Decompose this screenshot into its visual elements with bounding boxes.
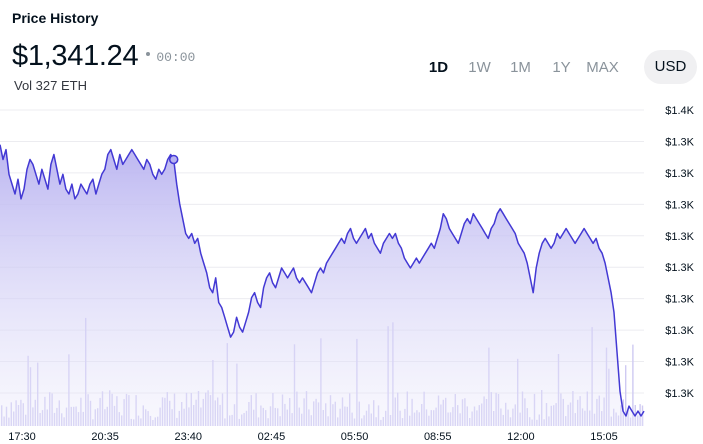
tab-1m[interactable]: 1M: [510, 59, 531, 76]
y-tick-label: $1.3K: [665, 136, 694, 148]
price-area: [0, 144, 645, 426]
tab-1d[interactable]: 1D: [428, 59, 449, 76]
y-tick-label: $1.3K: [665, 199, 694, 211]
y-tick-label: $1.3K: [665, 231, 694, 243]
price-row: $1,341.24 00:00: [12, 40, 195, 73]
y-tick-label: $1.3K: [665, 262, 694, 274]
y-tick-label: $1.3K: [665, 357, 694, 369]
tab-1y[interactable]: 1Y: [552, 59, 571, 76]
x-tick-label: 12:00: [507, 431, 535, 443]
currency-toggle-button[interactable]: USD: [644, 50, 697, 84]
x-tick-label: 05:50: [341, 431, 369, 443]
separator-dot-icon: [146, 52, 151, 56]
volume-bar: [625, 365, 627, 426]
x-axis-ticks: 17:30 20:35 23:40 02:45 05:50 08:55 12:00 15:05: [8, 431, 618, 443]
tab-1w[interactable]: 1W: [468, 59, 491, 76]
y-tick-label: $1.4K: [665, 105, 694, 117]
hover-point: [168, 154, 179, 165]
x-tick-label: 02:45: [258, 431, 286, 443]
x-tick-label: 15:05: [590, 431, 618, 443]
current-price: $1,341.24: [12, 40, 139, 72]
tab-max[interactable]: MAX: [586, 59, 619, 76]
x-tick-label: 23:40: [175, 431, 203, 443]
y-tick-label: $1.3K: [665, 388, 694, 400]
volume-label: Vol 327 ETH: [14, 78, 87, 93]
x-tick-label: 08:55: [424, 431, 452, 443]
y-tick-label: $1.3K: [665, 168, 694, 180]
x-tick-label: 20:35: [91, 431, 119, 443]
price-line: [0, 144, 645, 417]
y-axis-ticks: $1.4K $1.3K $1.3K $1.3K $1.3K $1.3K $1.3K $1.3K…: [665, 105, 694, 400]
volume-bar: [632, 344, 634, 426]
range-tabs: 1D 1W 1M 1Y MAX: [418, 56, 623, 80]
x-tick-label: 17:30: [8, 431, 36, 443]
page-title: Price History: [12, 10, 99, 26]
y-tick-label: $1.3K: [665, 294, 694, 306]
price-area-fill: [0, 144, 644, 426]
hover-time: 00:00: [156, 50, 196, 65]
y-tick-label: $1.3K: [665, 325, 694, 337]
